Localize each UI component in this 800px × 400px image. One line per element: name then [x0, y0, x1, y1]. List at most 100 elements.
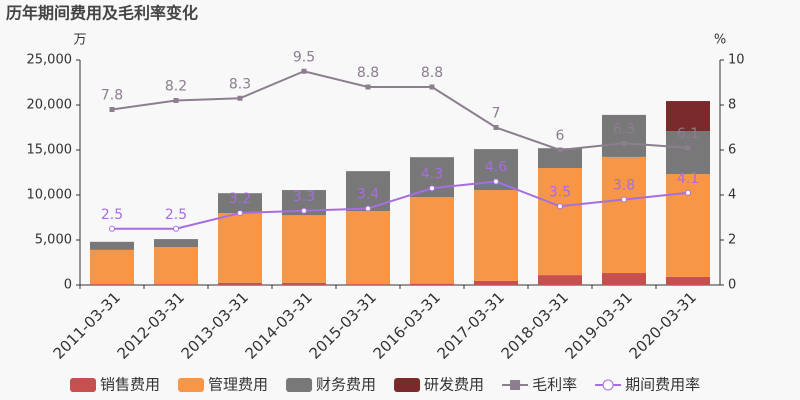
x-tick-label: 2013-03-31	[178, 288, 252, 362]
point	[365, 205, 371, 212]
data-label: 4.3	[421, 166, 443, 182]
x-tick-label: 2019-03-31	[562, 288, 636, 362]
bar	[666, 131, 710, 175]
point	[429, 185, 435, 192]
bar	[346, 211, 390, 285]
legend-marker	[602, 379, 614, 391]
bar	[90, 249, 134, 285]
bar	[154, 284, 198, 285]
y2-tick-label: 4	[728, 188, 736, 203]
y2-tick-label: 0	[728, 278, 736, 293]
point	[493, 125, 499, 130]
point	[301, 68, 307, 74]
y-tick-label: 10,000	[27, 188, 73, 203]
point	[237, 95, 243, 101]
x-tick-label: 2017-03-31	[434, 288, 508, 362]
bar	[666, 174, 710, 277]
bar	[538, 168, 582, 276]
data-label: 8.8	[357, 65, 379, 81]
y2-tick-label: 8	[728, 98, 736, 113]
x-tick-label: 2012-03-31	[114, 288, 188, 362]
point	[685, 145, 691, 151]
bar	[90, 241, 134, 250]
bar	[154, 239, 198, 248]
bar	[602, 114, 646, 157]
data-label: 4.6	[485, 160, 507, 176]
point	[557, 147, 563, 153]
bar	[218, 213, 262, 283]
point	[173, 98, 179, 103]
point	[301, 207, 307, 214]
point	[493, 178, 499, 185]
x-tick-label: 2020-03-31	[626, 288, 700, 362]
data-label: 6.1	[677, 126, 699, 142]
y2-tick-label: 6	[728, 143, 736, 158]
data-label: 3.5	[549, 184, 571, 200]
y2-tick-label: 10	[728, 53, 745, 68]
data-label: 2.5	[101, 207, 123, 223]
point	[685, 189, 691, 196]
chart-title: 历年期间费用及毛利率变化	[6, 4, 198, 23]
point	[109, 107, 115, 112]
data-label: 9.5	[293, 49, 315, 65]
bar	[410, 283, 454, 285]
legend-swatch	[286, 378, 313, 392]
bar	[538, 275, 582, 285]
y-unit: 万	[73, 33, 86, 48]
legend-label: 财务费用	[316, 376, 376, 394]
data-label: 8.3	[229, 76, 251, 92]
bar	[602, 156, 646, 274]
x-tick-label: 2015-03-31	[306, 288, 380, 362]
legend-swatch	[394, 378, 421, 392]
data-label: 7.8	[101, 88, 123, 104]
data-label: 3.2	[229, 191, 251, 207]
legend-swatch	[70, 378, 96, 392]
y-tick-label: 5,000	[35, 233, 72, 248]
line	[111, 70, 689, 152]
legend-marker	[510, 380, 521, 390]
data-label: 3.4	[357, 187, 379, 203]
bar	[474, 280, 518, 285]
bar	[218, 193, 262, 213]
point	[429, 84, 435, 90]
bar	[474, 190, 518, 281]
bar	[282, 282, 326, 285]
y2-unit: %	[714, 33, 726, 48]
bar	[538, 148, 582, 168]
data-label: 8.8	[421, 65, 443, 81]
bar	[154, 247, 198, 285]
bar	[90, 284, 134, 285]
y-tick-label: 0	[64, 278, 72, 293]
bar	[410, 197, 454, 284]
x-tick-label: 2016-03-31	[370, 288, 444, 362]
legend-label: 研发费用	[424, 376, 484, 394]
data-label: 8.2	[165, 79, 187, 95]
y-tick-label: 15,000	[27, 143, 73, 158]
y-tick-label: 20,000	[27, 98, 73, 113]
point	[237, 210, 243, 216]
legend-label: 销售费用	[100, 376, 160, 394]
point	[109, 225, 115, 232]
data-label: 7	[492, 106, 501, 122]
y-tick-label: 25,000	[27, 53, 73, 68]
legend-label: 管理费用	[208, 376, 268, 394]
point	[173, 225, 179, 232]
data-label: 6.3	[613, 121, 635, 137]
data-label: 2.5	[165, 207, 187, 223]
point	[557, 203, 563, 210]
point	[621, 196, 627, 203]
data-label: 3.3	[293, 189, 315, 205]
x-tick-label: 2011-03-31	[50, 288, 124, 362]
bar	[666, 101, 710, 132]
point	[621, 140, 627, 146]
bar	[218, 282, 262, 285]
legend-swatch	[178, 378, 205, 392]
bar	[666, 276, 710, 285]
legend-label: 毛利率	[532, 376, 577, 394]
y2-tick-label: 2	[728, 233, 736, 248]
legend-label: 期间费用率	[625, 376, 700, 394]
line	[112, 180, 689, 230]
data-label: 3.8	[613, 178, 635, 194]
point	[365, 84, 371, 90]
